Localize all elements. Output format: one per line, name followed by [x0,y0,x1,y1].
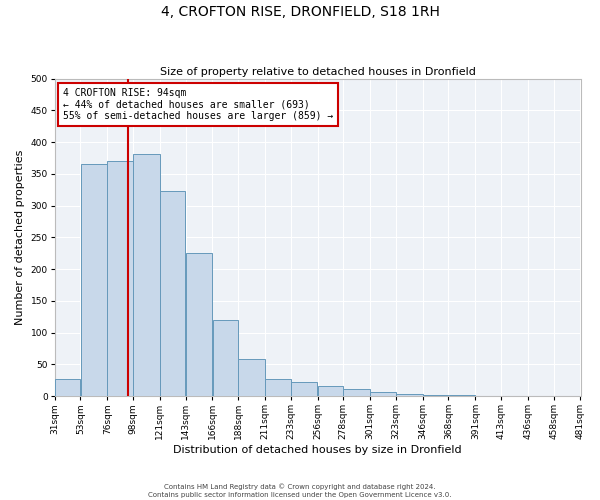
Bar [133,154,160,396]
Title: Size of property relative to detached houses in Dronfield: Size of property relative to detached ho… [160,66,476,76]
Bar [265,379,290,396]
Bar [55,379,80,396]
Text: 4, CROFTON RISE, DRONFIELD, S18 1RH: 4, CROFTON RISE, DRONFIELD, S18 1RH [161,5,439,19]
Bar [212,320,238,396]
Bar [238,360,265,396]
X-axis label: Distribution of detached houses by size in Dronfield: Distribution of detached houses by size … [173,445,462,455]
Bar [107,161,133,396]
Bar [291,382,317,396]
Bar [80,164,107,396]
Bar [370,392,396,396]
Bar [423,395,448,396]
Bar [318,386,343,396]
Bar [343,389,370,396]
Bar [396,394,422,396]
Y-axis label: Number of detached properties: Number of detached properties [15,150,25,325]
Bar [186,254,212,396]
Text: 4 CROFTON RISE: 94sqm
← 44% of detached houses are smaller (693)
55% of semi-det: 4 CROFTON RISE: 94sqm ← 44% of detached … [62,88,333,122]
Bar [160,191,185,396]
Text: Contains HM Land Registry data © Crown copyright and database right 2024.
Contai: Contains HM Land Registry data © Crown c… [148,484,452,498]
